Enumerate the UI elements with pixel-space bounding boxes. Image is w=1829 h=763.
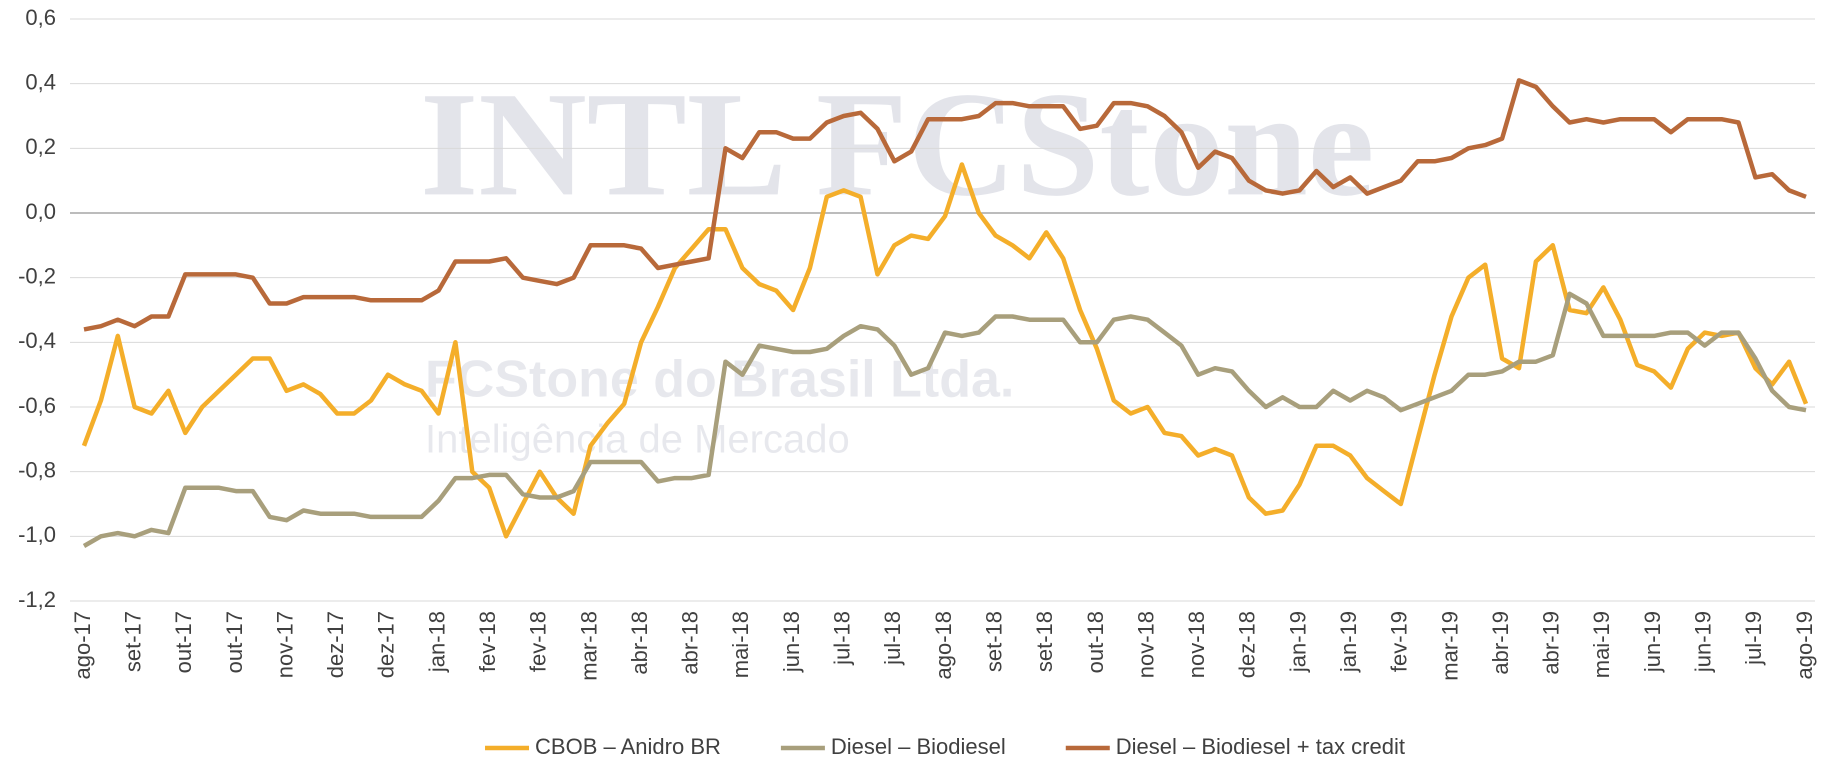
legend-label: Diesel – Biodiesel: [831, 734, 1006, 759]
legend-label: Diesel – Biodiesel + tax credit: [1116, 734, 1405, 759]
x-tick-label: out-18: [1083, 611, 1108, 673]
x-tick-label: jun-19: [1640, 611, 1665, 673]
x-tick-label: abr-18: [627, 611, 652, 675]
x-tick-label: mar-18: [576, 611, 601, 681]
x-tick-label: fev-18: [526, 611, 551, 672]
y-tick-label: -0,6: [18, 393, 56, 418]
y-tick-label: -0,2: [18, 263, 56, 288]
x-tick-label: jan-19: [1285, 611, 1310, 673]
x-tick-label: fev-18: [475, 611, 500, 672]
y-tick-label: -1,2: [18, 587, 56, 612]
x-tick-label: set-18: [1032, 611, 1057, 672]
x-tick-label: out-17: [222, 611, 247, 673]
series-line: [83, 78, 1807, 332]
x-tick-label: jan-19: [1336, 611, 1361, 673]
x-tick-label: jan-18: [424, 611, 449, 673]
y-tick-label: -0,8: [18, 457, 56, 482]
watermark-tagline: Inteligência de Mercado: [425, 418, 850, 462]
x-tick-label: jul-18: [830, 611, 855, 666]
x-tick-label: dez-17: [323, 611, 348, 678]
x-tick-label: abr-19: [1539, 611, 1564, 675]
x-tick-label: mar-19: [1437, 611, 1462, 681]
x-tick-label: set-17: [120, 611, 145, 672]
y-tick-label: -1,0: [18, 522, 56, 547]
x-tick-label: fev-19: [1387, 611, 1412, 672]
y-tick-label: 0,4: [25, 69, 56, 94]
y-tick-label: 0,6: [25, 5, 56, 30]
x-tick-label: nov-18: [1184, 611, 1209, 678]
series-line: [82, 291, 1807, 548]
watermark-brand: INTL FCStone: [420, 61, 1374, 227]
y-tick-label: 0,0: [25, 199, 56, 224]
x-tick-label: nov-18: [1133, 611, 1158, 678]
x-tick-label: out-17: [171, 611, 196, 673]
x-tick-label: jun-18: [779, 611, 804, 673]
x-tick-label: jul-19: [1741, 611, 1766, 666]
x-tick-label: ago-18: [931, 611, 956, 680]
x-tick-label: mai-18: [728, 611, 753, 678]
x-tick-label: mai-19: [1589, 611, 1614, 678]
x-tick-label: dez-17: [374, 611, 399, 678]
x-tick-label: abr-18: [678, 611, 703, 675]
series-line: [81, 162, 1809, 539]
x-tick-label: dez-18: [1235, 611, 1260, 678]
x-tick-label: abr-19: [1488, 611, 1513, 675]
legend-label: CBOB – Anidro BR: [535, 734, 721, 759]
y-tick-label: 0,2: [25, 134, 56, 159]
x-tick-label: set-18: [981, 611, 1006, 672]
x-tick-label: jun-19: [1691, 611, 1716, 673]
x-tick-label: jul-18: [880, 611, 905, 666]
x-tick-label: ago-17: [70, 611, 95, 680]
x-tick-label: nov-17: [272, 611, 297, 678]
y-tick-label: -0,4: [18, 328, 56, 353]
x-tick-label: ago-19: [1792, 611, 1817, 680]
